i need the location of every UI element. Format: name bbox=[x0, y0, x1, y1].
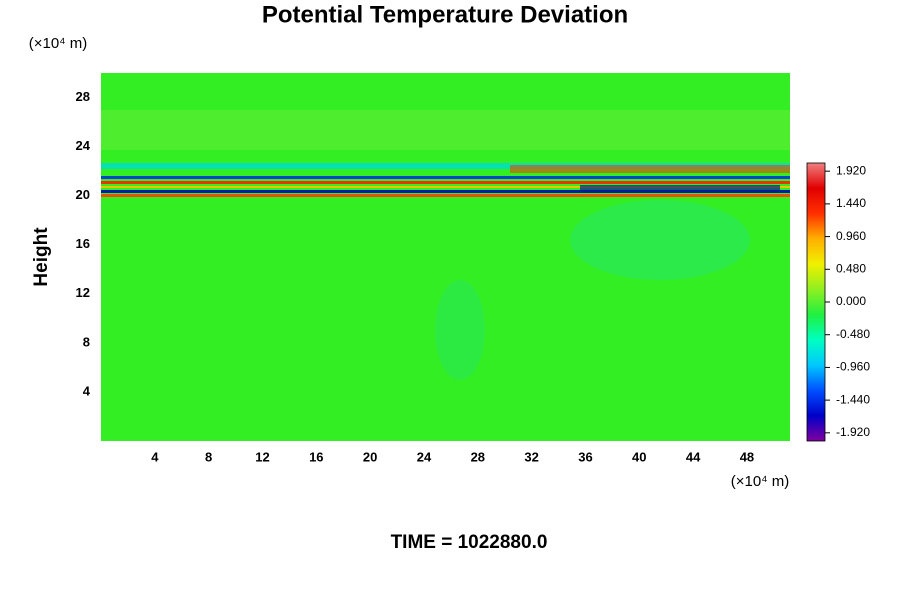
y-tick-label: 4 bbox=[83, 383, 91, 398]
field-feature bbox=[580, 185, 780, 193]
field-feature bbox=[570, 200, 750, 280]
field-feature bbox=[510, 165, 790, 173]
colorbar-tick-label: -1.920 bbox=[836, 425, 870, 439]
y-tick-label: 24 bbox=[76, 138, 91, 153]
y-unit: (×10⁴ m) bbox=[29, 35, 88, 52]
x-tick-label: 32 bbox=[524, 449, 538, 464]
colorbar-tick-label: 0.960 bbox=[836, 229, 866, 243]
x-tick-label: 28 bbox=[471, 449, 485, 464]
colorbar-tick-label: -1.440 bbox=[836, 392, 870, 406]
chart-title: Potential Temperature Deviation bbox=[262, 1, 628, 28]
x-tick-label: 44 bbox=[686, 449, 701, 464]
field-background bbox=[101, 73, 790, 441]
y-tick-label: 8 bbox=[83, 334, 90, 349]
colorbar-tick-label: 1.920 bbox=[836, 163, 866, 177]
x-tick-label: 24 bbox=[417, 449, 432, 464]
footer-time: TIME = 1022880.0 bbox=[391, 532, 548, 553]
field-feature bbox=[101, 176, 790, 179]
colorbar-tick-label: -0.960 bbox=[836, 360, 870, 374]
y-tick-label: 20 bbox=[76, 187, 90, 202]
colorbar bbox=[806, 162, 826, 442]
field-feature bbox=[101, 186, 790, 188]
field-feature bbox=[101, 190, 790, 193]
x-tick-label: 4 bbox=[151, 449, 159, 464]
colorbar-tick-label: -0.480 bbox=[836, 327, 870, 341]
field-feature bbox=[435, 280, 485, 380]
colorbar-tick-label: 1.440 bbox=[836, 196, 866, 210]
x-tick-label: 16 bbox=[309, 449, 323, 464]
x-tick-label: 20 bbox=[363, 449, 377, 464]
x-unit: (×10⁴ m) bbox=[731, 473, 790, 490]
x-tick-label: 8 bbox=[205, 449, 212, 464]
field-feature bbox=[101, 163, 790, 169]
field-feature bbox=[101, 194, 790, 197]
field-feature bbox=[101, 181, 790, 184]
field-features bbox=[101, 110, 790, 380]
colorbar-tick-label: 0.480 bbox=[836, 261, 866, 275]
y-axis-label: Height bbox=[31, 227, 52, 287]
x-tick-label: 12 bbox=[255, 449, 269, 464]
x-tick-label: 36 bbox=[578, 449, 592, 464]
x-tick-label: 40 bbox=[632, 449, 646, 464]
colorbar-tick-label: 0.000 bbox=[836, 294, 866, 308]
y-tick-label: 12 bbox=[76, 285, 90, 300]
field-feature bbox=[101, 110, 790, 150]
y-tick-label: 16 bbox=[76, 236, 90, 251]
y-tick-label: 28 bbox=[76, 89, 90, 104]
x-tick-label: 48 bbox=[740, 449, 754, 464]
